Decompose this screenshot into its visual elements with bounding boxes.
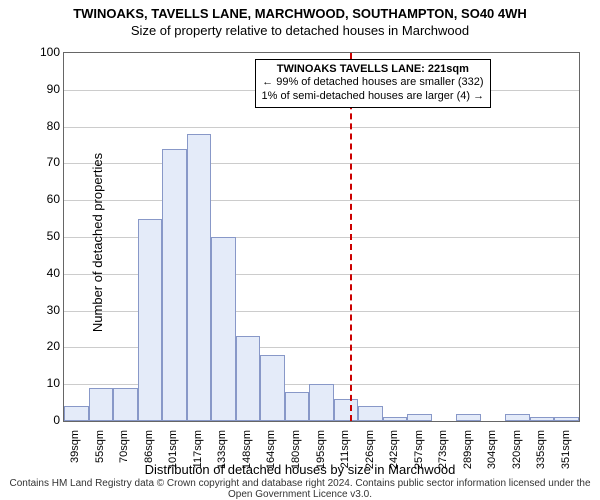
histogram-bar <box>456 414 481 421</box>
y-tick-label: 40 <box>30 266 60 280</box>
histogram-bar <box>383 417 408 421</box>
x-tick-label: 289sqm <box>462 430 474 480</box>
histogram-bar <box>211 237 236 421</box>
histogram-bar <box>334 399 359 421</box>
histogram-bar <box>64 406 89 421</box>
x-tick-label: 211sqm <box>339 430 351 480</box>
histogram-bar <box>505 414 530 421</box>
y-tick-label: 20 <box>30 339 60 353</box>
histogram-bar <box>554 417 579 421</box>
y-tick-label: 60 <box>30 192 60 206</box>
histogram-bar <box>138 219 163 421</box>
histogram-bar <box>285 392 310 421</box>
plot-area: TWINOAKS TAVELLS LANE: 221sqm← 99% of de… <box>63 52 580 422</box>
y-tick-label: 90 <box>30 82 60 96</box>
annotation-line3: 1% of semi-detached houses are larger (4… <box>262 90 485 102</box>
chart-container: TWINOAKS, TAVELLS LANE, MARCHWOOD, SOUTH… <box>0 0 600 500</box>
histogram-bar <box>113 388 138 421</box>
gridline <box>64 200 579 201</box>
x-tick-label: 55sqm <box>94 430 106 480</box>
reference-line <box>350 53 352 421</box>
annotation-line1: TWINOAKS TAVELLS LANE: 221sqm <box>277 63 469 75</box>
annotation-line2: ← 99% of detached houses are smaller (33… <box>262 76 483 88</box>
histogram-bar <box>89 388 114 421</box>
x-tick-label: 320sqm <box>511 430 523 480</box>
x-tick-label: 226sqm <box>364 430 376 480</box>
y-tick-label: 50 <box>30 229 60 243</box>
annotation-box: TWINOAKS TAVELLS LANE: 221sqm← 99% of de… <box>255 59 492 108</box>
histogram-bar <box>407 414 432 421</box>
gridline <box>64 127 579 128</box>
histogram-bar <box>260 355 285 421</box>
attribution-text: Contains HM Land Registry data © Crown c… <box>0 478 600 500</box>
gridline <box>64 163 579 164</box>
histogram-bar <box>187 134 212 421</box>
y-tick-label: 0 <box>30 413 60 427</box>
x-tick-label: 304sqm <box>486 430 498 480</box>
x-tick-label: 257sqm <box>413 430 425 480</box>
y-tick-label: 80 <box>30 119 60 133</box>
y-tick-label: 100 <box>30 45 60 59</box>
x-tick-label: 335sqm <box>535 430 547 480</box>
y-tick-label: 10 <box>30 376 60 390</box>
x-tick-label: 242sqm <box>388 430 400 480</box>
x-tick-label: 180sqm <box>290 430 302 480</box>
y-axis-label: Number of detached properties <box>90 153 105 332</box>
x-tick-label: 148sqm <box>241 430 253 480</box>
x-tick-label: 117sqm <box>192 430 204 480</box>
x-tick-label: 195sqm <box>315 430 327 480</box>
x-tick-label: 86sqm <box>143 430 155 480</box>
x-tick-label: 70sqm <box>118 430 130 480</box>
histogram-bar <box>309 384 334 421</box>
x-tick-label: 101sqm <box>167 430 179 480</box>
x-tick-label: 273sqm <box>437 430 449 480</box>
x-tick-label: 351sqm <box>560 430 572 480</box>
x-tick-label: 39sqm <box>69 430 81 480</box>
y-tick-label: 70 <box>30 155 60 169</box>
histogram-bar <box>236 336 261 421</box>
chart-subtitle: Size of property relative to detached ho… <box>0 21 600 38</box>
histogram-bar <box>162 149 187 421</box>
x-tick-label: 133sqm <box>216 430 228 480</box>
histogram-bar <box>530 417 555 421</box>
chart-title: TWINOAKS, TAVELLS LANE, MARCHWOOD, SOUTH… <box>0 0 600 21</box>
y-tick-label: 30 <box>30 303 60 317</box>
histogram-bar <box>358 406 383 421</box>
x-tick-label: 164sqm <box>265 430 277 480</box>
